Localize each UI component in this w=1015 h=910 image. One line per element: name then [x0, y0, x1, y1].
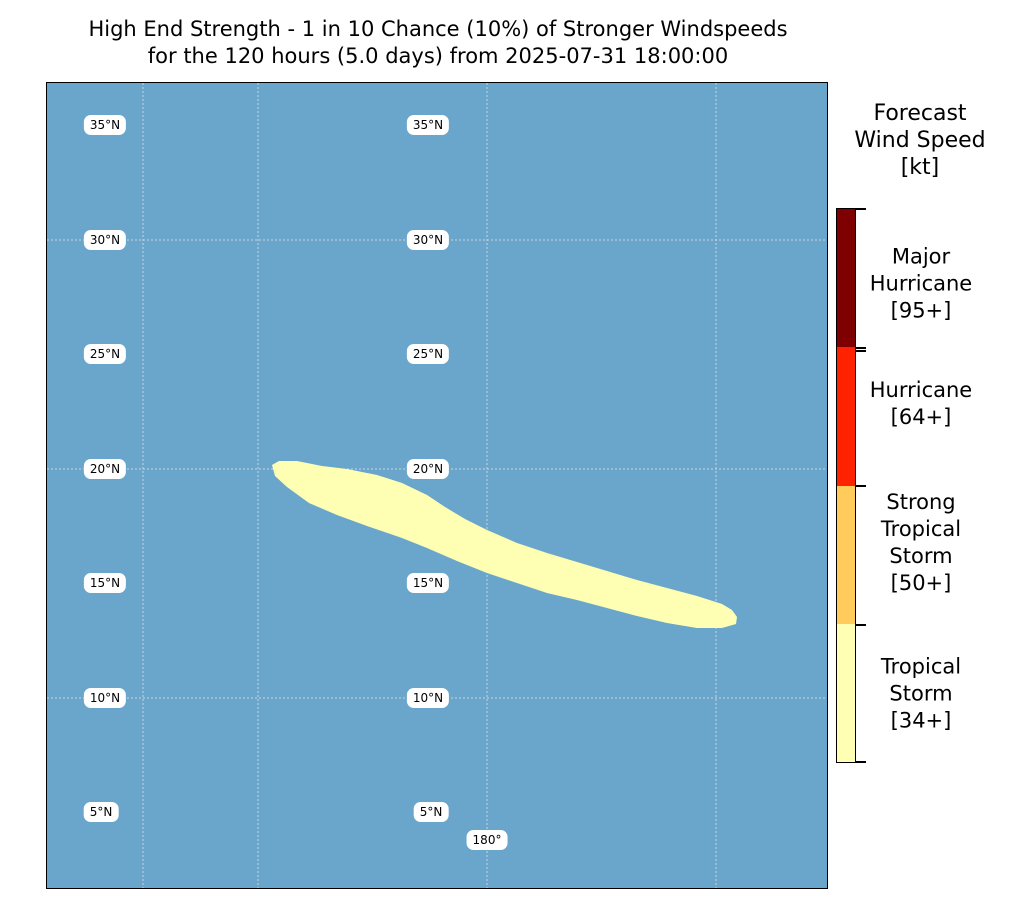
- map-panel[interactable]: 35°N 35°N 30°N 30°N 25°N 25°N 20°N 20°N …: [46, 82, 828, 889]
- legend-title-line-3: [kt]: [900, 155, 940, 180]
- lat-label-15-left: 15°N: [83, 573, 127, 593]
- legend-label-tropical-storm: Tropical Storm [34+]: [846, 654, 996, 735]
- lat-label-35-left: 35°N: [83, 115, 127, 135]
- lat-label-20-left: 20°N: [83, 459, 127, 479]
- title-line-1: High End Strength - 1 in 10 Chance (10%)…: [88, 17, 788, 41]
- lat-label-20-right: 20°N: [406, 459, 450, 479]
- legend-title-line-1: Forecast: [873, 101, 967, 126]
- lat-label-35-right: 35°N: [406, 115, 450, 135]
- legend-label-line: Strong: [886, 490, 956, 514]
- legend-label-hurricane: Hurricane [64+]: [846, 377, 996, 431]
- colorbar-segment-major-hurricane: [837, 209, 855, 347]
- title-line-2: for the 120 hours (5.0 days) from 2025-0…: [147, 44, 729, 68]
- colorbar-tick: [856, 350, 866, 352]
- lat-label-30-right: 30°N: [406, 230, 450, 250]
- legend-label-line: Hurricane: [869, 378, 973, 402]
- legend-title-line-2: Wind Speed: [854, 128, 986, 153]
- legend-label-line: Major: [891, 244, 951, 269]
- legend-label-major-hurricane: Major Hurricane [95+]: [846, 244, 996, 325]
- lon-label-180: 180°: [466, 830, 508, 850]
- colorbar: [836, 208, 856, 763]
- colorbar-tick: [856, 208, 866, 210]
- legend-label-line: Storm: [889, 681, 953, 706]
- legend-label-line: [95+]: [890, 298, 952, 323]
- legend-label-line: [34+]: [890, 708, 952, 733]
- legend-label-line: Hurricane: [869, 271, 973, 296]
- legend-label-line: Storm: [889, 544, 953, 568]
- colorbar-tick: [856, 347, 866, 349]
- wind-swath-tropical-storm: [272, 461, 737, 628]
- lat-label-30-left: 30°N: [83, 230, 127, 250]
- lat-label-5-right: 5°N: [413, 802, 449, 822]
- legend-label-line: Tropical: [880, 517, 962, 541]
- colorbar-segment-strong-tropical-storm: [837, 486, 855, 624]
- colorbar-tick: [856, 485, 866, 487]
- lat-label-25-right: 25°N: [406, 344, 450, 364]
- lat-label-10-left: 10°N: [83, 688, 127, 708]
- lat-label-15-right: 15°N: [406, 573, 450, 593]
- gridlines: [47, 83, 827, 888]
- lat-label-10-right: 10°N: [406, 688, 450, 708]
- colorbar-segment-hurricane: [837, 347, 855, 486]
- chart-title: High End Strength - 1 in 10 Chance (10%)…: [0, 16, 876, 70]
- legend-label-line: [50+]: [890, 571, 952, 595]
- legend-label-line: [64+]: [890, 405, 952, 429]
- lat-label-5-left: 5°N: [83, 802, 119, 822]
- legend-label-strong-tropical-storm: Strong Tropical Storm [50+]: [846, 489, 996, 597]
- colorbar-tick: [856, 761, 866, 763]
- legend-label-line: Tropical: [880, 654, 962, 679]
- lat-label-25-left: 25°N: [83, 344, 127, 364]
- legend-title: Forecast Wind Speed [kt]: [840, 100, 1000, 181]
- map-canvas: [47, 83, 827, 888]
- colorbar-segment-tropical-storm: [837, 624, 855, 761]
- colorbar-tick: [856, 624, 866, 626]
